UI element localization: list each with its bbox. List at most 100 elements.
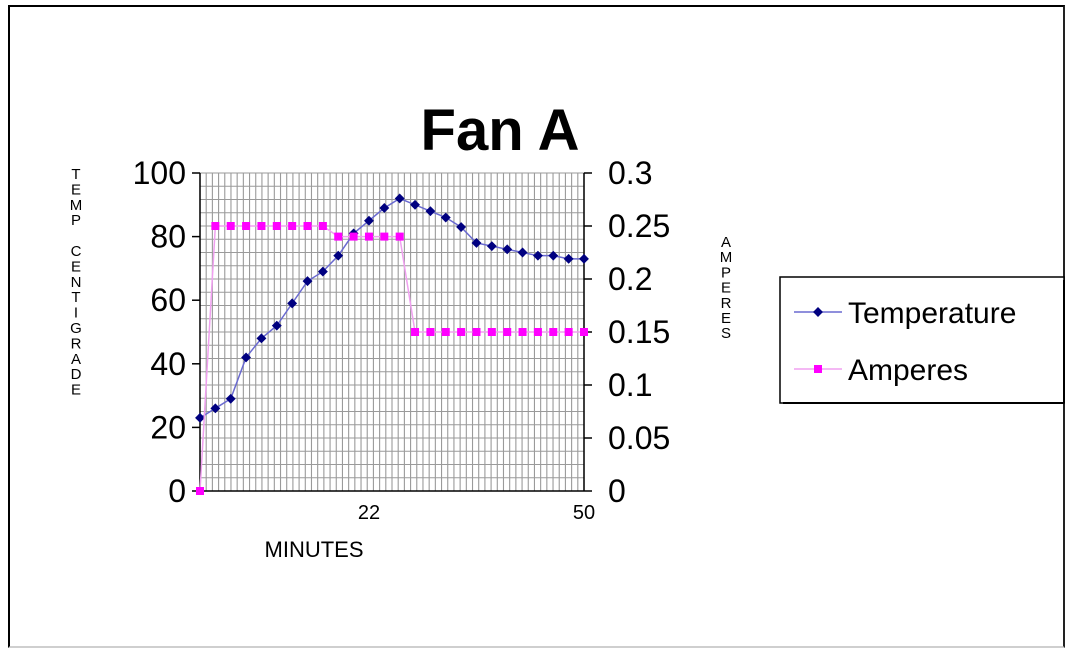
amperes-point	[503, 328, 512, 336]
amperes-point	[196, 487, 204, 495]
temperature-point	[517, 247, 528, 258]
legend-marker	[814, 365, 822, 373]
amperes-point	[272, 222, 281, 230]
x-axis-ticks: 22 50	[358, 502, 595, 524]
chart-svg: Fan A 0 20 40 60 80 100 0 0.05 0.1 0.15 0.2 0.25 0.…	[70, 98, 1065, 562]
right-tick-label: 0	[608, 473, 626, 509]
amperes-point	[441, 328, 450, 336]
left-tick-label: 80	[150, 219, 186, 255]
temperature-point	[379, 203, 390, 213]
temperature-point	[287, 298, 298, 309]
amperes-point	[487, 328, 496, 336]
axis-label-char: E	[71, 181, 81, 198]
legend-box	[779, 276, 1065, 404]
axis-label-char: D	[71, 366, 82, 383]
legend-label: Amperes	[848, 354, 968, 387]
amperes-point	[288, 222, 297, 230]
legend-label: Temperature	[848, 297, 1016, 330]
axis-label-char: M	[70, 197, 83, 214]
axis-label-char: M	[720, 249, 733, 266]
axis-label-char: G	[70, 320, 82, 337]
amperes-point	[518, 328, 527, 336]
axis-label-char: A	[721, 234, 731, 251]
amperes-point	[472, 328, 481, 336]
legend-marker	[813, 307, 823, 317]
chart-title: Fan A	[421, 98, 580, 163]
amperes-point	[549, 328, 558, 336]
temperature-point	[271, 320, 282, 331]
axis-label-char: E	[721, 280, 731, 297]
amperes-point	[380, 232, 389, 241]
amperes-point	[349, 232, 358, 241]
amperes-point	[580, 328, 588, 336]
legend-item-amperes: Amperes	[794, 354, 968, 387]
right-tick-label: 0.05	[608, 420, 670, 456]
temperature-point	[364, 215, 374, 226]
right-tick-label: 0.3	[608, 155, 652, 191]
temperature-point	[579, 253, 589, 264]
legend-item-temperature: Temperature	[794, 297, 1016, 330]
amperes-point	[533, 328, 542, 336]
temperature-point	[195, 412, 205, 423]
amperes-point	[564, 328, 573, 336]
temperature-point	[225, 393, 236, 404]
right-tick-label: 0.25	[608, 208, 670, 244]
axis-label-char: I	[74, 305, 78, 322]
amperes-point	[242, 222, 251, 230]
axis-label-char: N	[71, 274, 82, 291]
left-tick-label: 100	[133, 155, 186, 191]
amperes-point	[426, 328, 435, 336]
amperes-point	[364, 232, 373, 241]
right-axis-ticks: 0 0.05 0.1 0.15 0.2 0.25 0.3	[584, 155, 670, 509]
left-tick-label: 20	[150, 409, 186, 445]
axis-label-char: P	[71, 212, 81, 229]
temperature-point	[410, 199, 420, 210]
series-temperature	[195, 193, 589, 423]
series	[195, 193, 589, 495]
temperature-point	[532, 250, 543, 261]
axis-label-char: E	[721, 310, 731, 327]
axis-label-char: E	[71, 258, 81, 275]
axis-label-char: R	[71, 335, 82, 352]
axis-label-char: E	[71, 382, 81, 399]
axis-label-char: A	[71, 351, 81, 368]
left-tick-label: 0	[168, 473, 186, 509]
right-tick-label: 0.15	[608, 314, 670, 350]
temperature-point	[548, 250, 559, 261]
temperature-point	[471, 238, 482, 248]
amperes-point	[226, 222, 235, 230]
amperes-point	[211, 222, 220, 230]
temperature-point	[425, 206, 436, 217]
temperature-point	[563, 253, 574, 264]
amperes-point	[318, 222, 327, 230]
axis-label-char: T	[71, 166, 80, 183]
amperes-point	[334, 232, 343, 241]
right-tick-label: 0.1	[608, 367, 652, 403]
right-tick-label: 0.2	[608, 261, 652, 297]
amperes-point	[257, 222, 266, 230]
amperes-point	[411, 328, 420, 336]
x-axis-label: MINUTES	[265, 537, 364, 562]
x-tick-label: 50	[573, 502, 595, 524]
left-axis-ticks: 0 20 40 60 80 100	[133, 155, 200, 509]
axis-label-char: C	[71, 243, 82, 260]
temperature-point	[302, 276, 313, 287]
temperature-point	[394, 193, 405, 204]
axis-label-char: R	[721, 295, 732, 312]
left-tick-label: 40	[150, 346, 186, 382]
axis-label-char: S	[721, 325, 731, 342]
amperes-point	[395, 232, 404, 241]
axis-label-char: T	[71, 289, 80, 306]
temperature-point	[440, 212, 451, 223]
x-tick-label: 22	[358, 502, 380, 524]
amperes-point	[457, 328, 466, 336]
legend: Temperature Amperes	[779, 276, 1065, 404]
chart-frame: Fan A 0 20 40 60 80 100 0 0.05 0.1 0.15 0.2 0.25 0.…	[8, 5, 1065, 648]
temperature-point	[456, 222, 467, 233]
temperature-point	[317, 266, 328, 277]
temperature-point	[486, 241, 497, 252]
temperature-point	[502, 244, 513, 255]
temperature-point	[241, 352, 252, 363]
